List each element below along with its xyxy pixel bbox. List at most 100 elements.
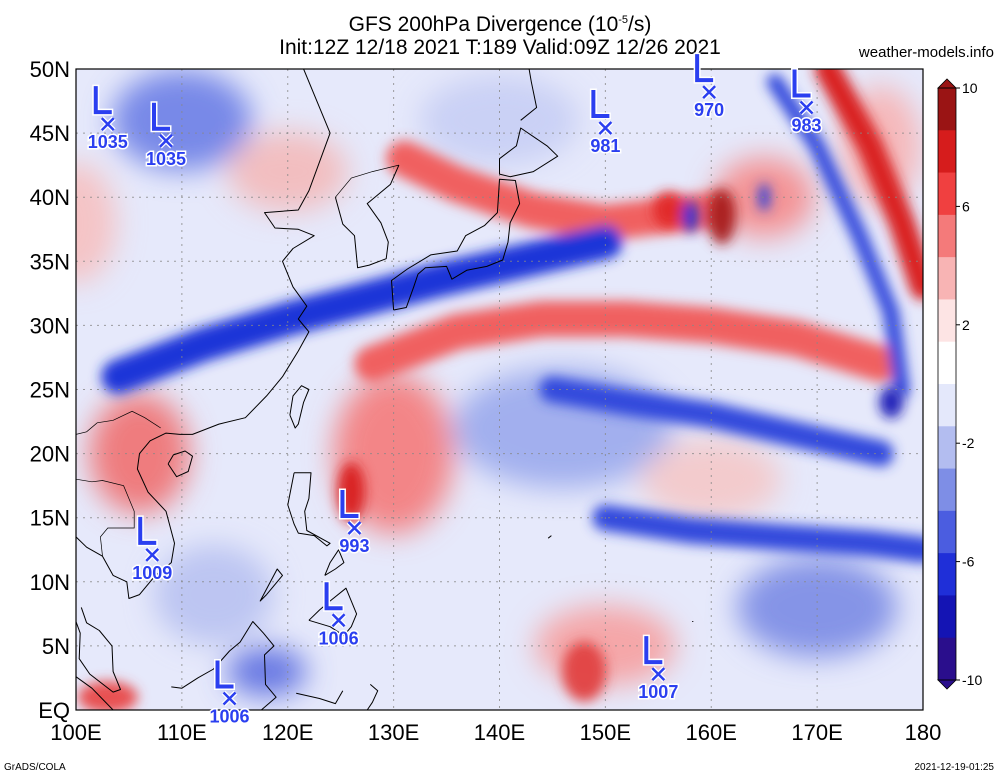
lat-label: 50N — [30, 57, 70, 82]
low-letter — [591, 89, 610, 118]
colorbar-swatch — [938, 426, 956, 470]
low-letter — [695, 54, 714, 83]
low-pressure-center: 1006 — [208, 658, 251, 728]
lat-label: 35N — [30, 249, 70, 274]
low-pressure-center: 1035 — [144, 101, 188, 170]
low-pressure-value: 1006 — [209, 706, 249, 726]
low-center-x — [331, 613, 346, 628]
low-pressure-value: 1035 — [146, 149, 186, 169]
low-pressure-value: 981 — [590, 136, 620, 156]
low-letter — [215, 660, 234, 689]
lon-label: 150E — [580, 720, 631, 745]
low-pressure-value: 1035 — [88, 132, 128, 152]
colorbar-top-arrow — [937, 78, 957, 89]
low-pressure-value: 1009 — [132, 563, 172, 583]
low-pressure-center: 970 — [693, 52, 726, 122]
colorbar-swatch — [938, 595, 956, 639]
colorbar-swatch — [938, 130, 956, 174]
lon-label: 120E — [262, 720, 313, 745]
low-pressure-center: 1009 — [131, 515, 174, 584]
colorbar-label: 10 — [962, 80, 978, 96]
software-credit: GrADS/COLA — [4, 762, 66, 773]
low-pressure-center: 981 — [589, 88, 622, 157]
blue-band-1 — [539, 376, 894, 467]
low-pressure-value: 983 — [792, 115, 822, 135]
colorbar-label: -10 — [962, 672, 982, 688]
low-pressure-value: 1006 — [319, 628, 359, 648]
low-letter — [93, 86, 112, 115]
colorbar-swatch — [938, 88, 956, 131]
red-band-0 — [354, 301, 899, 382]
lat-label: 5N — [42, 634, 70, 659]
colorbar-swatch — [938, 214, 956, 258]
colorbar-swatch — [938, 510, 956, 554]
blue-band-0 — [101, 225, 623, 394]
lon-label: 180 — [905, 720, 942, 745]
low-center-x — [702, 85, 717, 99]
lat-label: 20N — [30, 442, 70, 467]
low-pressure-value: 970 — [694, 100, 724, 120]
lat-label: 15N — [30, 506, 70, 531]
colorbar-swatch — [938, 468, 956, 512]
low-pressure-markers: 1035 1035 981 970 983 993 1009 1006 1006 1007 — [86, 52, 823, 728]
low-pressure-center: 1007 — [637, 634, 680, 704]
colorbar-bottom-arrow — [937, 679, 957, 690]
lon-label: 160E — [686, 720, 737, 745]
low-pressure-center: 983 — [790, 67, 823, 137]
low-pressure-value: 993 — [339, 536, 369, 556]
lat-label: 45N — [30, 121, 70, 146]
low-center-x — [145, 547, 160, 562]
lon-label: 110E — [157, 720, 207, 745]
colorbar-swatch — [938, 172, 956, 216]
low-letter — [644, 636, 663, 665]
low-letter — [151, 102, 170, 131]
low-letter — [792, 69, 811, 98]
lat-label: 30N — [30, 313, 70, 338]
red-band-1 — [814, 69, 923, 300]
low-center-x — [799, 100, 814, 115]
low-center-x — [100, 117, 115, 132]
low-pressure-value: 1007 — [638, 682, 678, 702]
low-letter — [324, 582, 343, 611]
lon-label: 170E — [791, 720, 842, 745]
colorbar-swatch — [938, 553, 956, 596]
colorbar-swatch — [938, 257, 956, 300]
low-pressure-center: 1035 — [86, 84, 129, 154]
low-center-x — [651, 667, 666, 681]
lat-label: EQ — [38, 698, 70, 723]
map-frame — [75, 68, 924, 711]
low-center-x — [347, 521, 362, 535]
colorbar-swatch — [938, 341, 956, 385]
generated-timestamp: 2021-12-19-01:25 — [914, 762, 994, 773]
low-center-x — [598, 121, 613, 135]
lat-label: 40N — [30, 185, 70, 210]
low-letter — [138, 516, 157, 545]
brand-watermark: weather-models.info — [858, 44, 994, 61]
colorbar-label: -6 — [962, 554, 975, 570]
colorbar-label: 2 — [962, 317, 970, 333]
blue-band-3 — [592, 504, 923, 563]
low-center-x — [159, 133, 173, 148]
colorbar-label: -2 — [962, 435, 975, 451]
chart-subtitle: Init:12Z 12/18 2021 T:189 Valid:09Z 12/2… — [279, 36, 721, 59]
lat-lon-grid — [76, 69, 923, 710]
low-pressure-center: 1006 — [317, 580, 360, 650]
coastlines — [76, 69, 694, 710]
lat-label: 25N — [30, 378, 70, 403]
lon-label: 130E — [368, 720, 419, 745]
red-band-2 — [386, 140, 730, 241]
chart-title: GFS 200hPa Divergence (10-5/s) — [348, 13, 652, 36]
colorbar-swatch — [938, 384, 956, 427]
colorbar-swatch — [938, 637, 956, 681]
colorbar-swatch — [938, 299, 956, 343]
colorbar: 10 6 2 -2 -6 -10 — [937, 78, 982, 690]
lon-label: 140E — [474, 720, 525, 745]
lat-label: 10N — [30, 570, 70, 595]
low-center-x — [222, 691, 237, 706]
low-pressure-center: 993 — [338, 488, 371, 557]
blue-band-2 — [766, 73, 910, 398]
lon-label: 100E — [50, 720, 101, 745]
colorbar-label: 6 — [962, 198, 970, 214]
